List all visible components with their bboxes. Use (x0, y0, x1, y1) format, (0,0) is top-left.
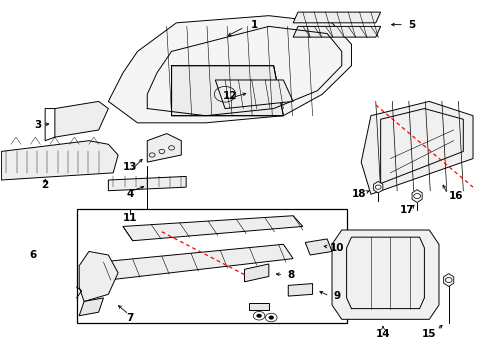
Circle shape (268, 316, 273, 319)
Text: 17: 17 (399, 205, 414, 215)
Text: 7: 7 (126, 312, 134, 323)
Polygon shape (79, 251, 118, 301)
Polygon shape (55, 102, 108, 137)
Text: 18: 18 (351, 189, 365, 199)
Text: 9: 9 (333, 291, 340, 301)
Polygon shape (292, 26, 380, 37)
Text: 8: 8 (286, 270, 294, 280)
Polygon shape (244, 264, 268, 282)
Polygon shape (373, 181, 382, 193)
Polygon shape (361, 102, 472, 194)
Text: 2: 2 (41, 180, 49, 190)
Polygon shape (99, 244, 292, 280)
Polygon shape (411, 190, 421, 203)
Text: 15: 15 (421, 329, 436, 339)
Text: 3: 3 (34, 120, 41, 130)
Polygon shape (147, 134, 181, 162)
Polygon shape (292, 12, 380, 23)
Polygon shape (305, 239, 331, 255)
Polygon shape (171, 66, 283, 116)
Text: 14: 14 (375, 329, 389, 339)
Polygon shape (331, 230, 438, 319)
Polygon shape (108, 16, 351, 123)
Text: 4: 4 (126, 189, 134, 199)
Polygon shape (443, 274, 453, 287)
Polygon shape (122, 216, 302, 241)
Polygon shape (108, 176, 186, 191)
Text: 1: 1 (250, 19, 257, 30)
Polygon shape (1, 141, 118, 180)
Text: 6: 6 (29, 250, 37, 260)
Text: 12: 12 (222, 91, 237, 101)
Text: 10: 10 (329, 243, 344, 253)
Text: 16: 16 (448, 191, 462, 201)
Polygon shape (215, 80, 292, 109)
Polygon shape (249, 303, 268, 310)
Polygon shape (287, 284, 312, 296)
Polygon shape (79, 298, 103, 316)
Text: 13: 13 (123, 162, 137, 172)
Bar (77, 208, 346, 323)
Text: 11: 11 (123, 212, 137, 222)
Text: 5: 5 (408, 19, 415, 30)
Circle shape (256, 314, 261, 318)
